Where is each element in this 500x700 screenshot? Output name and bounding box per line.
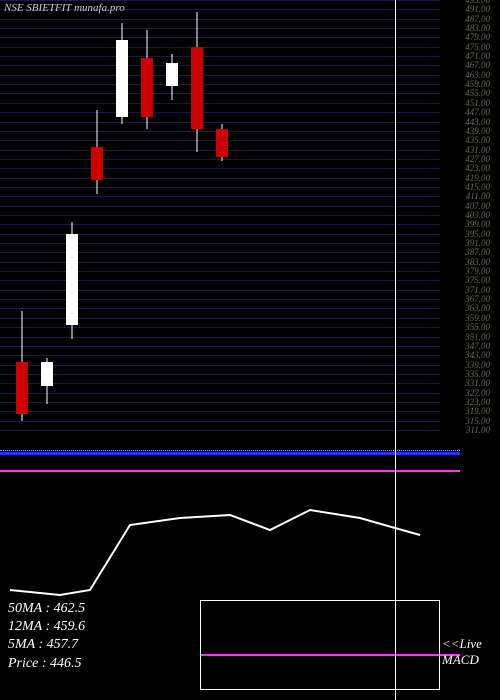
y-axis-label: 371.00 bbox=[465, 285, 490, 295]
grid-line bbox=[0, 0, 440, 1]
price-panel[interactable]: 311.00315.00319.00323.00327.00331.00335.… bbox=[0, 0, 500, 430]
ma-line-blue bbox=[0, 452, 460, 455]
y-axis-label: 403.00 bbox=[465, 210, 490, 220]
y-axis-label: 459.00 bbox=[465, 79, 490, 89]
y-axis-label: 487.00 bbox=[465, 14, 490, 24]
stat-price: Price : 446.5 bbox=[8, 655, 85, 673]
y-axis-label: 455.00 bbox=[465, 88, 490, 98]
y-axis-label: 495.00 bbox=[465, 0, 490, 5]
grid-line bbox=[0, 411, 440, 412]
stat-12ma: 12MA : 459.6 bbox=[8, 618, 85, 636]
macd-box bbox=[200, 600, 440, 690]
y-axis-label: 439.00 bbox=[465, 126, 490, 136]
y-axis-label: 319.00 bbox=[465, 406, 490, 416]
y-axis-label: 451.00 bbox=[465, 98, 490, 108]
grid-line bbox=[0, 178, 440, 179]
grid-line bbox=[0, 365, 440, 366]
y-axis-label: 335.00 bbox=[465, 369, 490, 379]
y-axis-label: 431.00 bbox=[465, 145, 490, 155]
grid-line bbox=[0, 337, 440, 338]
y-axis-label: 483.00 bbox=[465, 23, 490, 33]
grid-line bbox=[0, 65, 440, 66]
y-axis-label: 491.00 bbox=[465, 4, 490, 14]
grid-line bbox=[0, 56, 440, 57]
y-axis-label: 415.00 bbox=[465, 182, 490, 192]
y-axis-label: 443.00 bbox=[465, 117, 490, 127]
grid-line bbox=[0, 355, 440, 356]
grid-line bbox=[0, 196, 440, 197]
y-axis-label: 327.00 bbox=[465, 388, 490, 398]
ma-line-dotted bbox=[0, 450, 460, 451]
stat-5ma: 5MA : 457.7 bbox=[8, 636, 85, 654]
y-axis-label: 479.00 bbox=[465, 32, 490, 42]
grid-line bbox=[0, 103, 440, 104]
y-axis-label: 463.00 bbox=[465, 70, 490, 80]
y-axis-label: 435.00 bbox=[465, 135, 490, 145]
y-axis-label: 407.00 bbox=[465, 201, 490, 211]
grid-line bbox=[0, 206, 440, 207]
y-axis-label: 399.00 bbox=[465, 219, 490, 229]
grid-line bbox=[0, 215, 440, 216]
grid-line bbox=[0, 28, 440, 29]
y-axis-label: 475.00 bbox=[465, 42, 490, 52]
stat-50ma: 50MA : 462.5 bbox=[8, 600, 85, 618]
grid-line bbox=[0, 327, 440, 328]
live-label: <<Live bbox=[442, 636, 482, 652]
y-axis-label: 339.00 bbox=[465, 360, 490, 370]
grid-line bbox=[0, 421, 440, 422]
grid-line bbox=[0, 187, 440, 188]
grid-line bbox=[0, 112, 440, 113]
grid-line bbox=[0, 374, 440, 375]
y-axis-label: 467.00 bbox=[465, 60, 490, 70]
y-axis-label: 347.00 bbox=[465, 341, 490, 351]
y-axis-label: 359.00 bbox=[465, 313, 490, 323]
grid-line bbox=[0, 224, 440, 225]
y-axis-label: 395.00 bbox=[465, 229, 490, 239]
y-axis-label: 447.00 bbox=[465, 107, 490, 117]
grid-line bbox=[0, 402, 440, 403]
y-axis-label: 411.00 bbox=[466, 191, 490, 201]
ma-panel[interactable] bbox=[0, 430, 500, 500]
grid-line bbox=[0, 346, 440, 347]
y-axis-label: 323.00 bbox=[465, 397, 490, 407]
macd-label: MACD bbox=[442, 652, 479, 668]
grid-line bbox=[0, 47, 440, 48]
grid-line bbox=[0, 93, 440, 94]
y-axis-label: 367.00 bbox=[465, 294, 490, 304]
ma-line-magenta bbox=[0, 470, 460, 472]
grid-line bbox=[0, 122, 440, 123]
y-axis-label: 351.00 bbox=[465, 332, 490, 342]
y-axis-label: 471.00 bbox=[465, 51, 490, 61]
y-axis-label: 387.00 bbox=[465, 247, 490, 257]
y-axis-label: 383.00 bbox=[465, 257, 490, 267]
stats-block: 50MA : 462.5 12MA : 459.6 5MA : 457.7 Pr… bbox=[8, 600, 85, 673]
y-axis-label: 379.00 bbox=[465, 266, 490, 276]
grid-line bbox=[0, 75, 440, 76]
y-axis-label: 355.00 bbox=[465, 322, 490, 332]
y-axis-label: 375.00 bbox=[465, 275, 490, 285]
cursor-line bbox=[395, 0, 396, 700]
chart-container: NSE SBIETFIT munafa.pro 311.00315.00319.… bbox=[0, 0, 500, 700]
grid-line bbox=[0, 37, 440, 38]
y-axis-label: 423.00 bbox=[465, 163, 490, 173]
grid-line bbox=[0, 84, 440, 85]
chart-title: NSE SBIETFIT munafa.pro bbox=[4, 2, 125, 14]
y-axis-label: 331.00 bbox=[465, 378, 490, 388]
y-axis-label: 419.00 bbox=[465, 173, 490, 183]
y-axis-label: 427.00 bbox=[465, 154, 490, 164]
y-axis-label: 391.00 bbox=[465, 238, 490, 248]
y-axis-label: 363.00 bbox=[465, 303, 490, 313]
grid-line bbox=[0, 19, 440, 20]
grid-line bbox=[0, 159, 440, 160]
grid-line bbox=[0, 383, 440, 384]
grid-line bbox=[0, 168, 440, 169]
grid-line bbox=[0, 393, 440, 394]
price-line bbox=[10, 510, 420, 595]
y-axis-label: 315.00 bbox=[465, 416, 490, 426]
y-axis-label: 343.00 bbox=[465, 350, 490, 360]
